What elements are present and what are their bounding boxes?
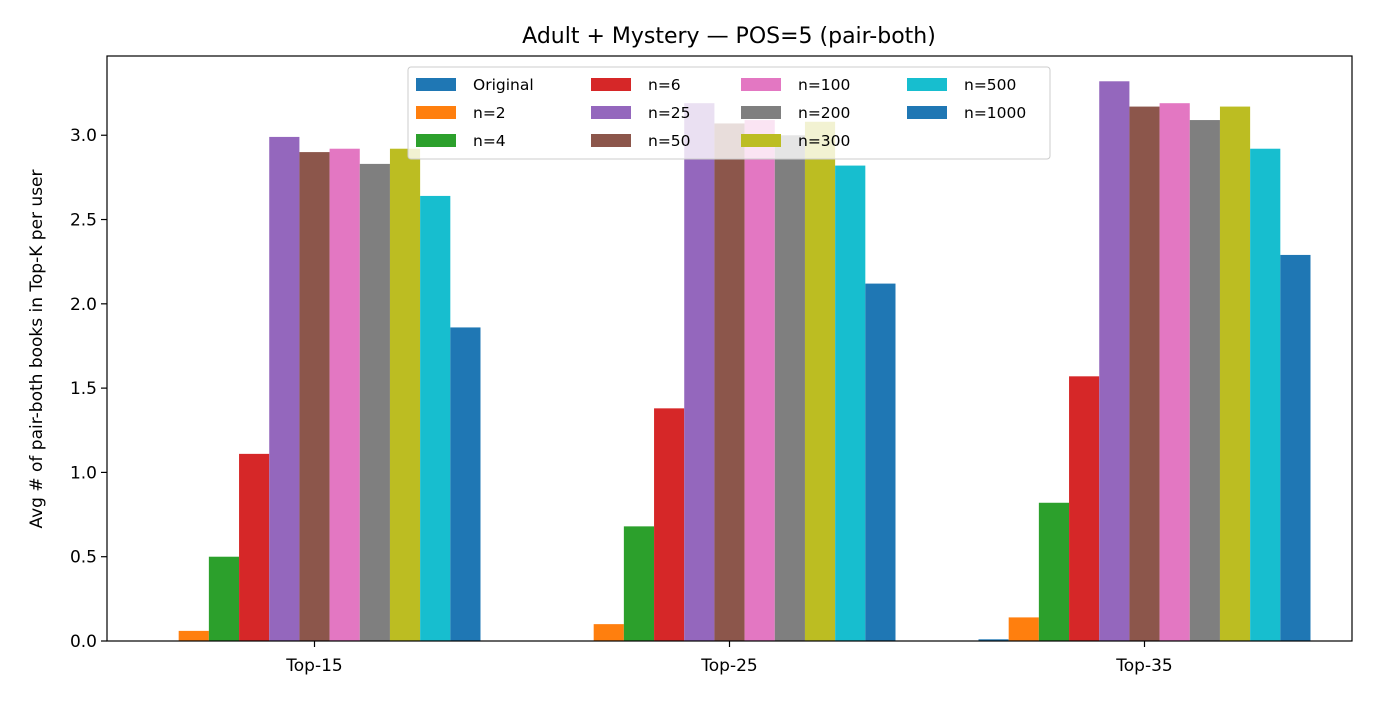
bar <box>804 121 836 641</box>
bar <box>744 120 775 641</box>
legend-swatch <box>591 134 631 147</box>
bar <box>359 163 390 641</box>
x-tick-label: Top-25 <box>700 656 757 676</box>
y-axis-label: Avg # of pair-both books in Top-K per us… <box>27 169 47 528</box>
bar <box>978 639 1009 641</box>
axes-group: 0.0 0.5 1.0 1.5 2.0 2.5 3.0 Top-15 Top-25 Top-35 <box>70 55 1353 676</box>
bar <box>835 165 866 641</box>
bar <box>865 283 896 641</box>
bar <box>1038 502 1070 641</box>
legend-label: n=25 <box>648 104 691 122</box>
legend-label: n=500 <box>964 76 1016 94</box>
bar <box>623 526 655 641</box>
legend-swatch <box>591 106 631 119</box>
bar <box>178 630 209 641</box>
legend-swatch <box>741 106 781 119</box>
y-tick-label: 0.5 <box>70 548 97 568</box>
chart-title: Adult + Mystery — POS=5 (pair-both) <box>522 24 936 49</box>
bar <box>774 135 805 642</box>
bar <box>420 195 451 641</box>
y-tick-label: 0.0 <box>70 632 97 652</box>
bar <box>329 148 360 641</box>
bar <box>1069 376 1100 641</box>
bar <box>208 556 240 641</box>
y-tick-label: 3.0 <box>70 126 97 146</box>
legend-label: n=6 <box>648 76 681 94</box>
bar <box>1189 120 1220 641</box>
bar <box>269 136 300 642</box>
y-tick-label: 2.5 <box>70 211 97 231</box>
legend-swatch <box>591 78 631 91</box>
legend: Original n=2 n=4 n=6 n=25 n=50 n=100 n=200 n=300… <box>407 66 1051 160</box>
x-tick-label: Top-15 <box>285 656 342 676</box>
bar <box>1099 81 1130 642</box>
legend-swatch <box>416 78 456 91</box>
legend-label: n=300 <box>798 132 850 150</box>
y-tick-label: 1.5 <box>70 379 97 399</box>
legend-label: n=50 <box>648 132 691 150</box>
bar <box>593 624 624 641</box>
bar <box>450 327 481 641</box>
bar <box>1219 106 1251 641</box>
y-tick-label: 1.0 <box>70 463 97 483</box>
bar <box>1280 254 1311 641</box>
legend-label: Original <box>473 76 534 94</box>
bar <box>1129 106 1160 641</box>
bar <box>389 148 421 641</box>
bar <box>239 453 270 641</box>
legend-label: n=200 <box>798 104 850 122</box>
bars-group <box>178 81 1311 642</box>
bar <box>654 408 685 641</box>
legend-swatch <box>416 106 456 119</box>
legend-swatch <box>416 134 456 147</box>
bar <box>714 123 745 641</box>
legend-box <box>407 66 1051 160</box>
bar <box>684 103 715 641</box>
y-tick-label: 2.0 <box>70 295 97 315</box>
legend-swatch <box>741 78 781 91</box>
legend-swatch <box>907 106 947 119</box>
legend-swatch <box>907 78 947 91</box>
legend-label: n=100 <box>798 76 850 94</box>
legend-swatch <box>741 134 781 147</box>
bar <box>1008 617 1039 641</box>
legend-label: n=4 <box>473 132 506 150</box>
legend-label: n=1000 <box>964 104 1026 122</box>
bar <box>1250 148 1281 641</box>
bar <box>299 152 330 641</box>
x-tick-label: Top-35 <box>1115 656 1172 676</box>
bar <box>1159 103 1190 641</box>
legend-label: n=2 <box>473 104 506 122</box>
